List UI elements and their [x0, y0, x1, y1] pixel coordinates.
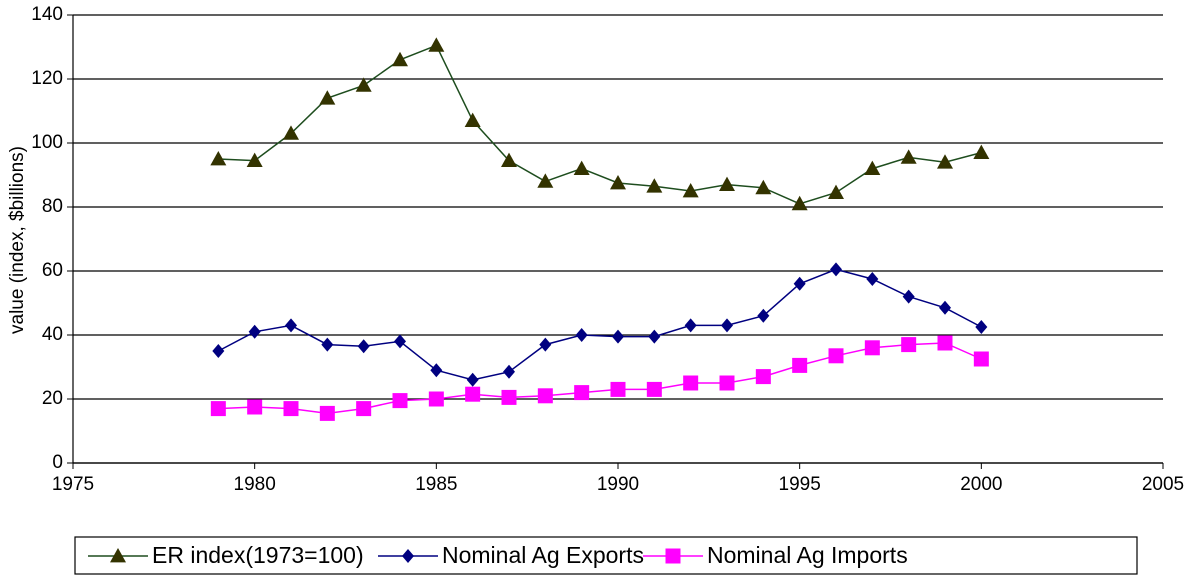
marker: [755, 179, 772, 195]
marker: [356, 401, 372, 417]
legend-box: [74, 536, 1138, 575]
legend-marker: [665, 548, 681, 564]
y-axis-label: value (index, $billions): [7, 146, 28, 334]
marker: [283, 125, 299, 140]
y-tick-label: 20: [42, 388, 63, 409]
marker: [573, 160, 590, 175]
marker: [392, 51, 408, 67]
marker: [285, 318, 297, 333]
legend-marker: [110, 548, 126, 563]
marker: [973, 351, 989, 367]
marker: [757, 308, 770, 323]
marker: [319, 90, 336, 105]
marker: [355, 77, 372, 92]
legend-text: Nominal Ag Exports: [442, 542, 644, 568]
marker: [575, 328, 588, 342]
marker: [610, 381, 626, 397]
marker: [866, 272, 879, 286]
marker: [684, 318, 697, 333]
y-tick-label: 40: [42, 324, 63, 345]
marker: [646, 178, 663, 193]
marker: [755, 369, 771, 385]
legend-marker: [402, 549, 414, 563]
y-tick-label: 80: [42, 196, 63, 217]
marker: [428, 391, 444, 407]
marker: [610, 175, 626, 190]
y-tick-label: 60: [42, 260, 63, 281]
marker: [792, 357, 808, 373]
marker: [466, 372, 479, 387]
marker: [248, 324, 261, 339]
legend-text: Nominal Ag Imports: [707, 542, 908, 568]
marker: [503, 364, 515, 379]
marker: [646, 381, 662, 397]
y-tick-label: 140: [31, 4, 63, 25]
marker: [394, 334, 406, 349]
marker: [574, 385, 590, 401]
marker: [939, 300, 951, 315]
marker: [719, 176, 735, 191]
marker: [648, 329, 661, 344]
marker: [937, 154, 953, 169]
marker: [793, 276, 806, 291]
marker: [791, 195, 808, 211]
marker: [973, 144, 990, 159]
marker: [900, 149, 917, 164]
series-line: [217, 268, 982, 381]
marker: [537, 388, 553, 404]
marker: [246, 152, 263, 167]
marker: [465, 386, 481, 402]
marker: [864, 340, 880, 356]
marker: [864, 160, 881, 175]
marker: [210, 151, 227, 166]
marker: [357, 339, 370, 354]
marker: [828, 348, 844, 364]
marker: [539, 337, 552, 352]
x-tick-label: 1975: [52, 474, 94, 495]
marker: [501, 389, 517, 405]
x-tick-label: 2005: [1142, 474, 1184, 495]
marker: [321, 337, 334, 352]
series-line: [218, 342, 982, 415]
y-tick-label: 100: [31, 132, 63, 153]
marker: [283, 401, 299, 417]
x-tick-label: 1990: [597, 474, 639, 495]
marker: [430, 363, 443, 378]
marker: [428, 37, 445, 52]
marker: [721, 318, 733, 333]
marker: [828, 184, 844, 199]
marker: [247, 399, 263, 415]
marker: [210, 401, 226, 417]
marker: [537, 173, 554, 188]
y-tick-label: 0: [52, 452, 63, 473]
marker: [901, 337, 917, 353]
x-tick-label: 1985: [415, 474, 457, 495]
series-line: [218, 44, 982, 205]
marker: [212, 344, 225, 358]
x-tick-label: 2000: [960, 474, 1002, 495]
marker: [612, 329, 624, 344]
marker: [975, 320, 988, 334]
marker: [683, 375, 699, 391]
marker: [319, 405, 335, 421]
marker: [830, 262, 842, 277]
marker: [937, 335, 953, 351]
marker: [392, 393, 408, 409]
marker: [902, 289, 915, 304]
x-tick-label: 1980: [234, 474, 276, 495]
x-tick-label: 1995: [779, 474, 821, 495]
marker: [682, 183, 699, 198]
marker: [501, 152, 517, 167]
y-tick-label: 120: [31, 68, 63, 89]
marker: [464, 112, 481, 127]
marker: [719, 375, 735, 391]
legend-text: ER index(1973=100): [152, 542, 364, 568]
